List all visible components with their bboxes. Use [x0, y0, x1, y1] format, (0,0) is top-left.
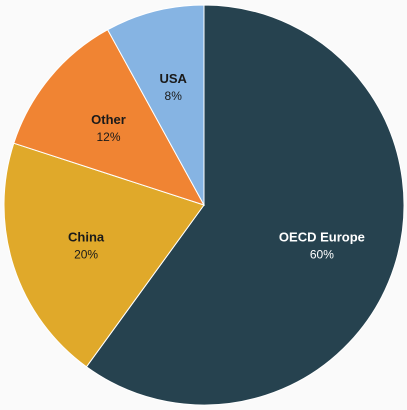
- slice-label-oecd-europe: OECD Europe: [279, 229, 365, 244]
- pie-labels: OECD Europe 60% China 20% Other 12% USA 8%: [68, 71, 365, 261]
- slice-value-china: 20%: [74, 247, 98, 261]
- slice-value-usa: 8%: [165, 89, 183, 103]
- slice-label-china: China: [68, 229, 105, 244]
- slice-value-other: 12%: [96, 130, 120, 144]
- pie-slices: [3, 4, 405, 406]
- pie-slice-china: [3, 142, 205, 368]
- slice-label-other: Other: [91, 112, 126, 127]
- slice-label-usa: USA: [159, 71, 187, 86]
- pie-slice-usa: [106, 4, 205, 206]
- slice-value-oecd-europe: 60%: [310, 247, 334, 261]
- pie-slice-other: [13, 29, 206, 206]
- pie-slice-oecd-europe: [85, 4, 405, 406]
